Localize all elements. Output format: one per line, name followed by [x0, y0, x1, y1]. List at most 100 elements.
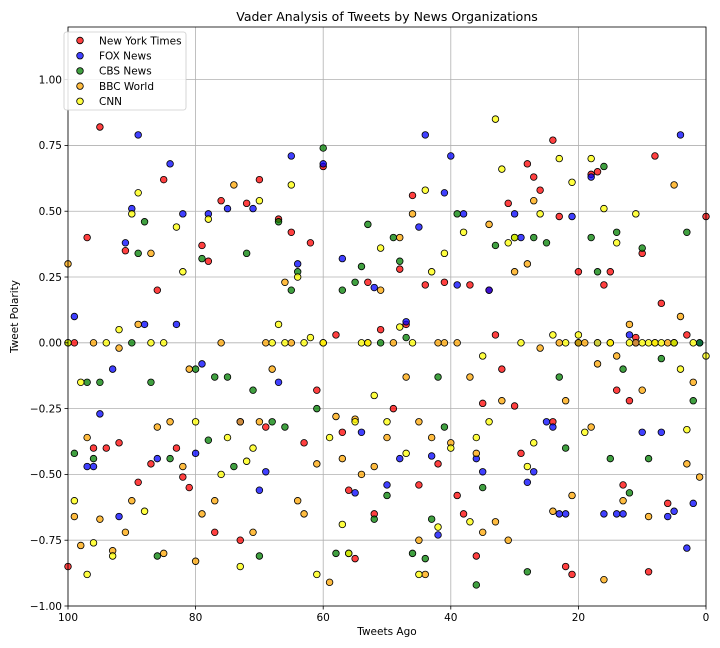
- data-point: [453, 339, 461, 347]
- data-point: [593, 268, 602, 276]
- data-point: [472, 552, 481, 560]
- y-tick-label: −0.50: [30, 469, 62, 481]
- data-point: [281, 423, 289, 431]
- data-point: [153, 454, 162, 463]
- data-point: [96, 515, 104, 523]
- x-tick-label: 60: [317, 612, 330, 624]
- data-point: [676, 312, 685, 321]
- data-point: [287, 152, 295, 160]
- data-point: [89, 462, 98, 471]
- data-point: [447, 444, 455, 452]
- data-point: [83, 233, 91, 242]
- data-point: [147, 378, 155, 386]
- data-point: [306, 333, 315, 342]
- data-point: [664, 339, 672, 347]
- data-point: [600, 162, 608, 171]
- data-point: [447, 152, 455, 160]
- y-axis-label: Tweet Polarity: [9, 280, 21, 354]
- data-point: [338, 286, 347, 294]
- data-point: [479, 528, 487, 537]
- data-point: [536, 186, 544, 194]
- data-point: [568, 178, 576, 186]
- data-point: [466, 281, 474, 289]
- data-point: [134, 320, 142, 329]
- data-point: [625, 397, 634, 405]
- data-point: [587, 173, 595, 181]
- data-point: [332, 331, 340, 339]
- data-point: [453, 281, 461, 289]
- data-point: [434, 339, 442, 347]
- data-point: [223, 373, 232, 381]
- data-point: [510, 233, 519, 242]
- data-point: [555, 339, 563, 347]
- data-point: [370, 515, 378, 523]
- data-point: [523, 462, 532, 471]
- y-tick-label: 0.25: [39, 272, 62, 284]
- data-point: [345, 549, 353, 558]
- x-tick-label: 0: [703, 612, 710, 624]
- data-point: [319, 160, 327, 168]
- data-point: [319, 339, 327, 347]
- data-point: [670, 181, 678, 189]
- data-point: [683, 460, 691, 468]
- y-tick-label: 0.50: [39, 206, 62, 218]
- data-point: [281, 339, 289, 347]
- data-point: [115, 512, 123, 521]
- data-point: [313, 386, 321, 394]
- data-point: [166, 454, 174, 463]
- data-point: [530, 468, 538, 476]
- data-point: [542, 418, 551, 426]
- data-point: [217, 470, 225, 479]
- data-point: [179, 473, 187, 481]
- data-point: [204, 436, 213, 444]
- data-point: [96, 378, 104, 386]
- data-point: [689, 397, 697, 405]
- data-point: [383, 418, 391, 426]
- data-point: [217, 196, 225, 205]
- data-point: [166, 160, 174, 168]
- data-point: [83, 462, 91, 471]
- data-point: [89, 539, 98, 547]
- data-point: [619, 365, 627, 373]
- data-point: [211, 528, 219, 537]
- data-point: [402, 449, 410, 458]
- data-point: [179, 210, 187, 218]
- data-point: [159, 549, 168, 558]
- data-point: [396, 323, 404, 331]
- data-point: [274, 218, 283, 226]
- data-point: [293, 497, 302, 505]
- data-point: [530, 233, 538, 242]
- data-point: [102, 339, 110, 347]
- data-point: [695, 339, 704, 347]
- data-point: [134, 478, 142, 487]
- data-point: [670, 507, 678, 515]
- data-point: [440, 339, 449, 347]
- data-point: [211, 373, 219, 381]
- data-point: [89, 339, 98, 347]
- data-point: [70, 312, 79, 321]
- data-point: [70, 512, 79, 521]
- plot-area-frame: [67, 26, 707, 607]
- data-point: [523, 260, 532, 268]
- data-point: [510, 402, 519, 410]
- data-point: [670, 339, 678, 347]
- data-point: [491, 241, 500, 250]
- data-point: [415, 570, 423, 579]
- y-tick-label: −1.00: [30, 601, 62, 613]
- data-point: [459, 210, 468, 218]
- data-point: [376, 339, 385, 347]
- data-point: [530, 439, 538, 447]
- data-point: [619, 497, 627, 505]
- data-point: [287, 181, 295, 189]
- data-point: [644, 339, 653, 347]
- data-point: [338, 520, 347, 529]
- data-point: [198, 254, 206, 263]
- data-point: [128, 339, 136, 347]
- data-point: [255, 552, 264, 560]
- data-point: [191, 365, 200, 373]
- data-point: [485, 286, 493, 294]
- data-point: [383, 491, 391, 500]
- data-point: [664, 499, 672, 508]
- data-point: [351, 418, 359, 426]
